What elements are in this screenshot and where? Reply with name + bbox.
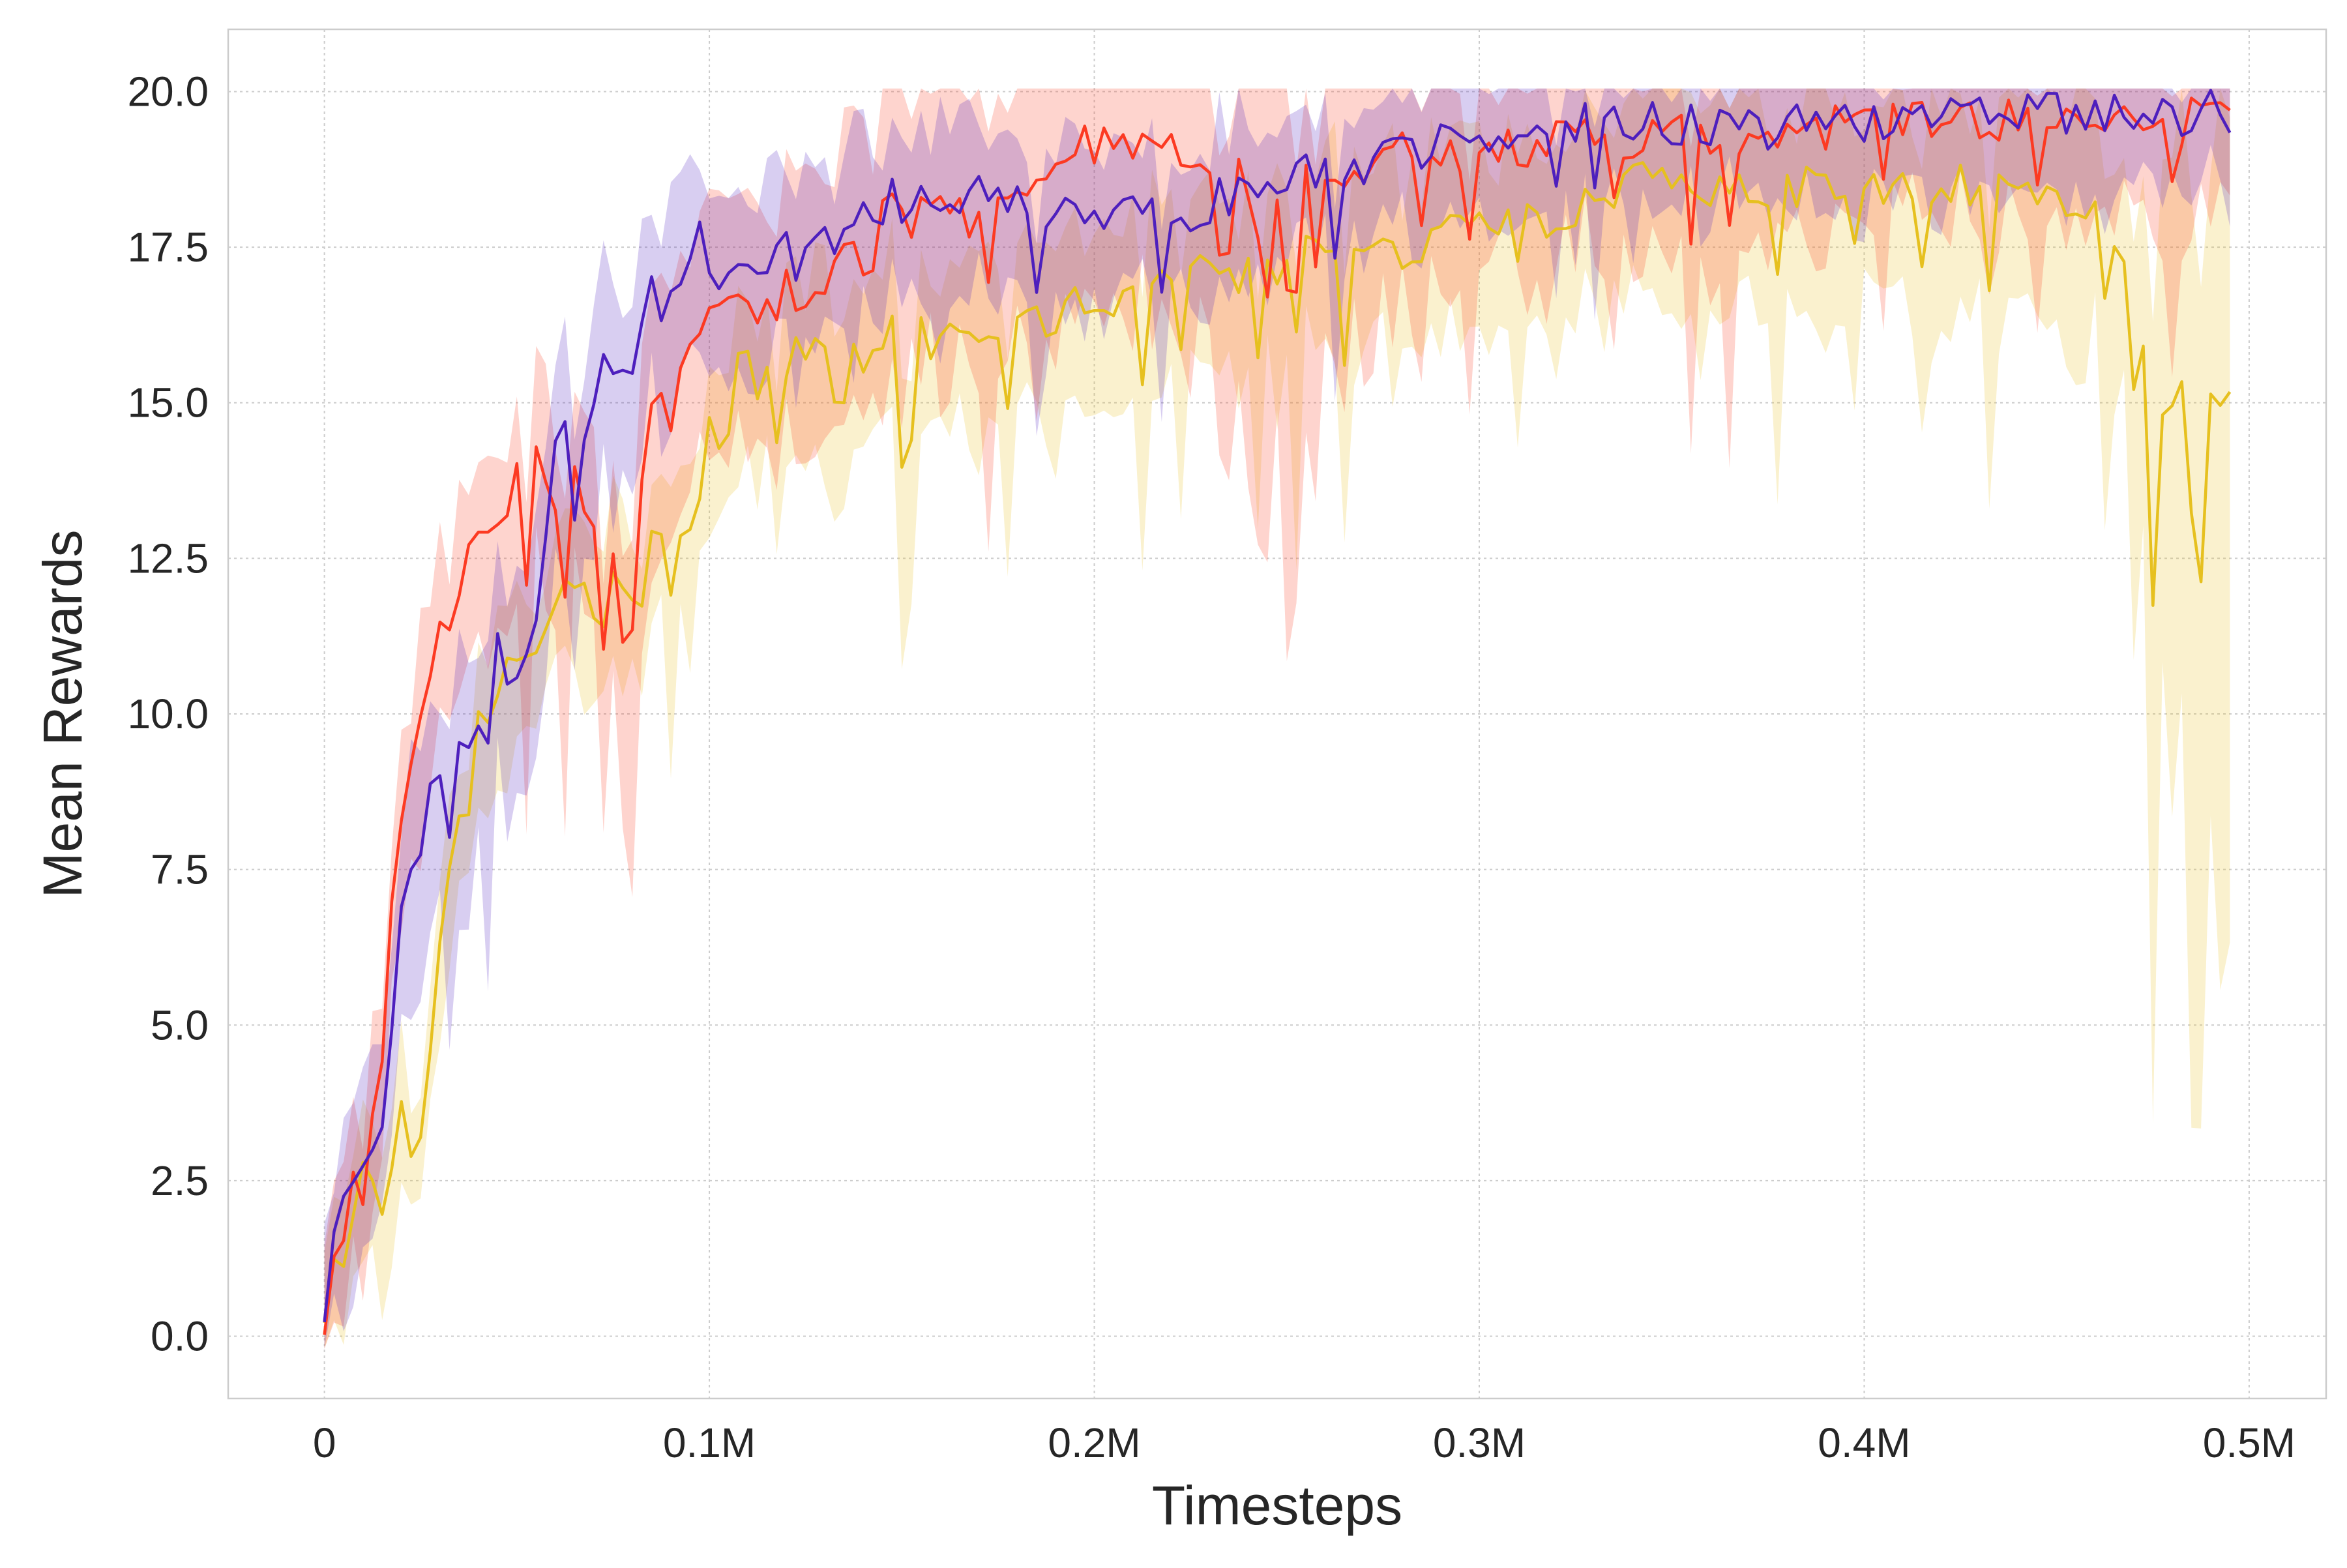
y-tick-label: 20.0	[127, 68, 209, 115]
plot-area	[228, 29, 2326, 1398]
series-line-1	[323, 96, 2231, 1335]
x-tick-label: 0.5M	[2203, 1419, 2295, 1466]
x-tick-label: 0.2M	[1048, 1419, 1140, 1466]
series-band-1	[324, 88, 2230, 1349]
series-band-0	[324, 88, 2230, 1349]
y-tick-label: 7.5	[151, 846, 209, 893]
y-tick-label: 2.5	[151, 1157, 209, 1204]
y-tick-label: 15.0	[127, 379, 209, 426]
series-lines	[323, 89, 2232, 1335]
y-tick-label: 5.0	[151, 1001, 209, 1048]
y-tick-label: 12.5	[127, 535, 209, 582]
x-axis-label: Timesteps	[1152, 1475, 1402, 1536]
series-line-0	[323, 161, 2232, 1324]
x-axis-ticks: 0 0.1M 0.2M 0.3M 0.4M 0.5M	[313, 1419, 2295, 1466]
x-tick-label: 0.3M	[1433, 1419, 1526, 1466]
y-axis-label: Mean Rewards	[32, 530, 93, 898]
y-axis-ticks: 0.0 2.5 5.0 7.5 10.0 12.5 15.0 17.5 20.0	[127, 68, 209, 1359]
y-tick-label: 17.5	[127, 224, 209, 271]
x-tick-label: 0.1M	[663, 1419, 756, 1466]
confidence-bands	[324, 88, 2230, 1349]
x-tick-label: 0	[313, 1419, 336, 1466]
y-tick-label: 10.0	[127, 690, 209, 737]
x-tick-label: 0.4M	[1818, 1419, 1910, 1466]
grid	[228, 29, 2326, 1398]
series-line-2	[323, 89, 2232, 1323]
plot-frame	[227, 28, 2327, 1400]
y-tick-label: 0.0	[151, 1313, 209, 1360]
